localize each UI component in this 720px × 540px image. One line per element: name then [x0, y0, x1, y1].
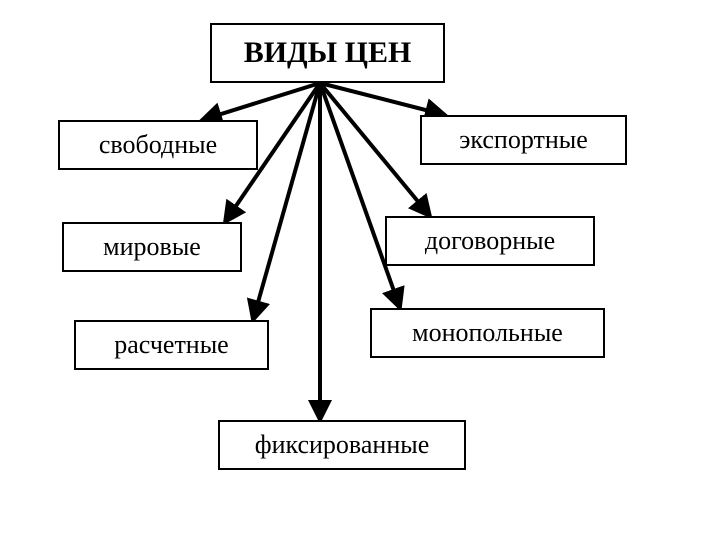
child-node-raschetnye: расчетные	[74, 320, 269, 370]
child-label-raschetnye: расчетные	[114, 330, 228, 360]
arrow-dogovornye	[320, 83, 430, 216]
root-node: ВИДЫ ЦЕН	[210, 23, 445, 83]
diagram-canvas: ВИДЫ ЦЕН свободные мировые расчетные фиксир…	[0, 0, 720, 540]
child-label-eksportnye: экспортные	[459, 125, 588, 155]
child-node-mirovye: мировые	[62, 222, 242, 272]
root-label: ВИДЫ ЦЕН	[244, 36, 412, 70]
child-node-svobodnye: свободные	[58, 120, 258, 170]
child-node-fiksirovannye: фиксированные	[218, 420, 466, 470]
arrow-raschetnye	[253, 83, 320, 320]
child-node-dogovornye: договорные	[385, 216, 595, 266]
child-label-dogovornye: договорные	[425, 226, 555, 256]
child-label-svobodnye: свободные	[99, 130, 217, 160]
child-label-fiksirovannye: фиксированные	[255, 430, 430, 460]
child-node-eksportnye: экспортные	[420, 115, 627, 165]
arrow-svobodnye	[202, 83, 320, 120]
arrow-monopolnye	[320, 83, 400, 308]
child-label-monopolnye: монопольные	[412, 318, 563, 348]
arrow-eksportnye	[320, 83, 445, 115]
child-node-monopolnye: монопольные	[370, 308, 605, 358]
child-label-mirovye: мировые	[103, 232, 201, 262]
